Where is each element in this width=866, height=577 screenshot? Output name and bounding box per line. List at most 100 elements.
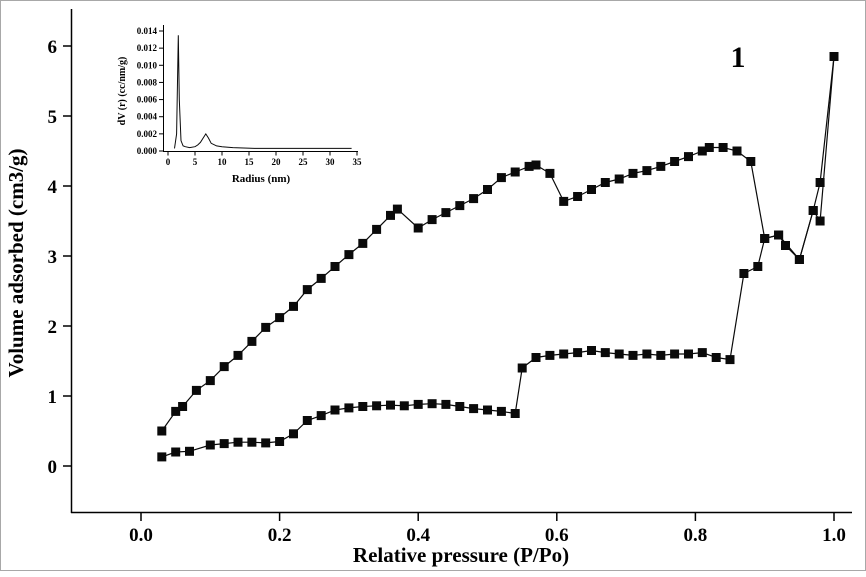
data-point-marker — [808, 206, 818, 215]
data-point-marker — [157, 426, 167, 436]
data-point-marker — [386, 400, 395, 410]
data-point-marker — [600, 348, 610, 358]
x-tick-label: 1.0 — [822, 525, 846, 546]
x-tick-label: 0.0 — [129, 525, 153, 546]
data-point-marker — [697, 146, 707, 156]
sample-number-annotation: 1 — [731, 41, 746, 74]
data-point-marker — [427, 215, 437, 225]
data-point-marker — [559, 349, 569, 359]
inset-pore-distribution-plot: 0 5 10 15 20 25 30 35 0.000 0.002 0.004 0.006 0.008 0… — [137, 25, 362, 167]
series-line-adsorption-branch — [161, 56, 835, 458]
data-point-marker — [275, 313, 285, 323]
data-point-marker — [670, 349, 680, 359]
data-point-marker — [386, 210, 395, 220]
data-point-marker — [392, 204, 402, 214]
data-point-marker — [746, 157, 756, 166]
data-point-marker — [815, 216, 825, 226]
inset-x-tick-label: 0 — [166, 157, 171, 167]
data-point-marker — [732, 146, 742, 156]
x-tick-label: 0.6 — [545, 525, 569, 546]
inset-x-tick-label: 10 — [218, 157, 228, 167]
data-point-marker — [510, 167, 520, 177]
data-point-marker — [600, 178, 610, 187]
data-point-marker — [399, 401, 409, 411]
main-y-axis-label: Volume adsorbed (cm3/g) — [4, 148, 28, 377]
data-point-marker — [697, 348, 707, 358]
data-point-marker — [302, 285, 312, 295]
data-point-marker — [205, 376, 215, 386]
data-point-marker — [441, 208, 451, 218]
inset-y-tick-label: 0.006 — [137, 95, 158, 105]
data-point-marker — [330, 405, 340, 415]
inset-x-tick-label: 20 — [272, 157, 282, 167]
inset-x-tick-label: 5 — [193, 157, 198, 167]
series-line-desorption-branch — [161, 56, 835, 432]
data-point-marker — [517, 363, 527, 373]
inset-x-tick-label: 35 — [353, 157, 363, 167]
data-point-marker — [413, 223, 423, 233]
data-point-marker — [289, 301, 298, 311]
data-point-marker — [191, 385, 201, 395]
data-point-marker — [684, 152, 693, 162]
data-point-marker — [233, 437, 243, 447]
data-point-marker — [316, 411, 326, 421]
data-point-marker — [545, 350, 555, 360]
data-point-marker — [469, 194, 479, 204]
data-point-marker — [794, 255, 804, 264]
series-line-pore-size-distribution — [174, 35, 352, 149]
data-point-marker — [656, 350, 666, 360]
data-point-marker — [496, 406, 506, 416]
data-point-marker — [330, 262, 340, 271]
data-point-marker — [760, 234, 770, 243]
data-point-marker — [656, 161, 666, 171]
data-point-marker — [372, 224, 382, 234]
y-tick-label: 4 — [48, 177, 58, 198]
data-point-marker — [524, 161, 534, 171]
y-tick-label: 2 — [48, 317, 58, 338]
data-point-marker — [358, 402, 368, 411]
data-point-marker — [684, 349, 693, 359]
data-point-marker — [642, 349, 652, 359]
data-point-marker — [185, 446, 194, 456]
inset-y-tick-label: 0.010 — [137, 60, 158, 70]
data-point-marker — [219, 362, 229, 372]
data-point-marker — [739, 269, 749, 278]
data-point-marker — [205, 440, 215, 450]
inset-y-tick-label: 0.012 — [137, 43, 158, 53]
data-point-marker — [219, 439, 229, 449]
data-point-marker — [628, 350, 638, 360]
data-point-marker — [261, 438, 271, 448]
inset-x-tick-label: 15 — [245, 157, 255, 167]
data-point-marker — [469, 404, 479, 414]
data-point-marker — [614, 174, 624, 184]
data-point-marker — [718, 143, 728, 152]
data-point-marker — [413, 399, 423, 409]
data-point-marker — [704, 143, 714, 152]
y-tick-label: 1 — [48, 387, 58, 408]
x-tick-label: 0.4 — [406, 525, 430, 546]
y-tick-label: 6 — [48, 37, 58, 58]
data-point-marker — [545, 168, 555, 178]
data-point-marker — [774, 230, 784, 240]
data-point-marker — [510, 409, 520, 418]
data-point-marker — [587, 185, 596, 194]
data-point-marker — [247, 336, 257, 346]
data-point-marker — [573, 348, 583, 358]
data-point-marker — [815, 178, 825, 187]
data-point-marker — [344, 403, 354, 413]
inset-x-tick-label: 25 — [299, 157, 309, 167]
data-point-marker — [427, 399, 437, 409]
data-point-marker — [573, 192, 583, 201]
inset-y-tick-label: 0.002 — [137, 129, 158, 139]
main-plot: 0.0 0.2 0.4 0.6 0.8 1.0 0 1 2 3 4 5 6 — [48, 9, 852, 546]
data-point-marker — [261, 322, 271, 332]
data-point-marker — [372, 401, 382, 411]
data-point-marker — [587, 346, 596, 355]
data-point-marker — [483, 185, 492, 194]
data-point-marker — [455, 402, 465, 411]
inset-y-tick-label: 0.014 — [137, 26, 158, 36]
data-point-marker — [753, 262, 763, 271]
inset-y-tick-label: 0.004 — [137, 112, 158, 122]
data-point-marker — [781, 241, 790, 250]
